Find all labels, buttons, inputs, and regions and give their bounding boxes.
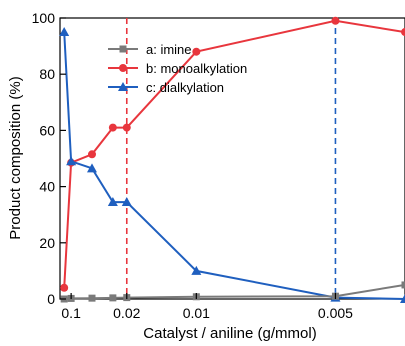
legend-label: a: imine [146, 42, 192, 57]
data-point [87, 150, 96, 159]
y-tick-label: 20 [39, 235, 55, 251]
series-line [63, 32, 405, 300]
y-axis-ticks: 0 20 40 60 80 100 [32, 10, 66, 307]
reference-lines [125, 18, 337, 299]
x-axis-ticks: 0.1 0.02 0.01 0.005 [61, 293, 353, 321]
data-point [191, 265, 202, 275]
plot-frame [59, 17, 405, 300]
series-2 [60, 16, 405, 292]
data-point [86, 163, 97, 173]
data-point [66, 156, 77, 166]
x-axis-title: Catalyst / aniline (g/mmol) [143, 325, 316, 342]
data-point [401, 281, 405, 289]
data-point [122, 123, 131, 132]
data-point [88, 294, 96, 302]
y-tick-label: 0 [47, 291, 55, 307]
data-point [107, 197, 118, 207]
legend-label: c: dialkylation [146, 80, 224, 95]
x-tick-label: 0.005 [318, 305, 353, 321]
data-point [401, 28, 405, 37]
x-tick-label: 0.1 [61, 305, 81, 321]
y-tick-label: 80 [39, 66, 55, 82]
data-point [60, 283, 69, 292]
legend-marker [118, 82, 128, 91]
x-tick-label: 0.02 [113, 305, 140, 321]
y-tick-label: 60 [39, 122, 55, 138]
legend-marker [119, 64, 127, 72]
data-point [59, 27, 70, 37]
series-layer [59, 16, 405, 303]
data-point [108, 123, 117, 132]
data-point [121, 197, 132, 207]
y-tick-label: 40 [39, 179, 55, 195]
legend-label: b: monoalkylation [146, 61, 247, 76]
data-point [331, 16, 340, 25]
data-point [400, 294, 405, 303]
legend-marker [119, 45, 127, 53]
legend: a: imine b: monoalkylation c: dialkylation [108, 42, 247, 95]
data-point [109, 294, 117, 302]
data-point [192, 47, 201, 56]
x-tick-label: 0.01 [183, 305, 210, 321]
y-tick-label: 100 [32, 10, 56, 26]
y-axis-title: Product composition (%) [7, 76, 24, 239]
